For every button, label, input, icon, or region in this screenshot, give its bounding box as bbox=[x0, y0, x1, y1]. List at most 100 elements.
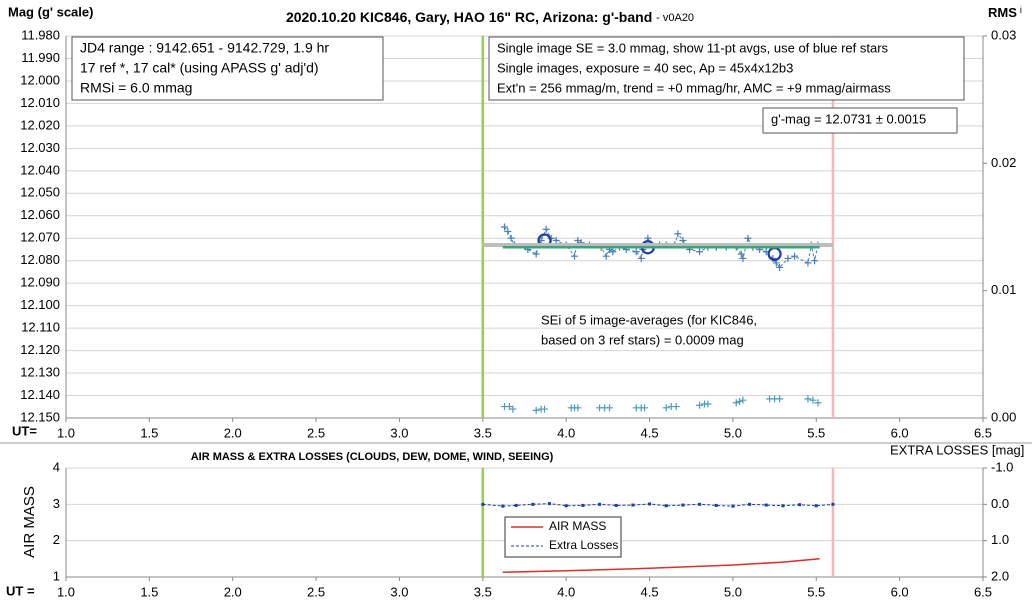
data-point bbox=[631, 503, 635, 507]
x-tick-label: 2.5 bbox=[307, 584, 325, 599]
legend-label: Extra Losses bbox=[549, 538, 618, 552]
data-point bbox=[696, 401, 704, 409]
y-tick-label: 12.030 bbox=[20, 140, 60, 155]
y-tick-label: 4 bbox=[53, 459, 60, 474]
data-point bbox=[744, 234, 752, 242]
data-point bbox=[532, 250, 540, 258]
x-tick-label: 3.0 bbox=[390, 584, 408, 599]
data-point bbox=[698, 502, 702, 506]
data-point bbox=[809, 396, 817, 404]
annotation-text: JD4 range : 9142.651 - 9142.729, 1.9 hr bbox=[80, 40, 329, 56]
data-point bbox=[531, 502, 535, 506]
y2-axis-label: RMS i bbox=[988, 5, 1022, 20]
data-point bbox=[804, 259, 812, 267]
x-tick-label: 2.0 bbox=[224, 584, 242, 599]
annotation-text: Single image SE = 3.0 mmag, show 11-pt a… bbox=[497, 40, 889, 55]
data-point bbox=[514, 503, 518, 507]
x-tick-label: 6.0 bbox=[891, 584, 909, 599]
y2-label-sub: i bbox=[1020, 5, 1022, 15]
annotation-text: g'-mag = 12.0731 ± 0.0015 bbox=[771, 111, 926, 126]
y-tick-label: 12.150 bbox=[20, 409, 60, 424]
data-point bbox=[552, 236, 560, 244]
data-point bbox=[614, 503, 618, 507]
chart-title: AIR MASS & EXTRA LOSSES (CLOUDS, DEW, DO… bbox=[191, 451, 554, 463]
y-tick-label: 12.120 bbox=[20, 342, 60, 357]
data-point bbox=[739, 254, 747, 262]
data-point bbox=[776, 395, 784, 403]
data-point bbox=[481, 502, 485, 506]
data-point bbox=[602, 252, 610, 260]
data-point bbox=[764, 503, 768, 507]
data-point bbox=[784, 254, 792, 262]
x-axis-label: UT = bbox=[6, 583, 35, 598]
annotation-box bbox=[488, 36, 965, 101]
annotation-text: Single images, exposure = 40 sec, Ap = 4… bbox=[497, 60, 793, 75]
y-tick-label: 12.020 bbox=[20, 117, 60, 132]
x-tick-label: 3.5 bbox=[474, 584, 492, 599]
y-axis-label: Mag (g' scale) bbox=[8, 4, 93, 19]
data-point bbox=[798, 503, 802, 507]
x-tick-label: 4.0 bbox=[557, 584, 575, 599]
data-point bbox=[672, 403, 680, 411]
y-tick-label: 12.080 bbox=[20, 252, 60, 267]
data-point bbox=[548, 502, 552, 506]
y-tick-label: 11.980 bbox=[21, 27, 60, 42]
annotation-box bbox=[762, 107, 958, 134]
data-point bbox=[739, 396, 747, 404]
data-point bbox=[736, 397, 744, 405]
y-tick-label: 12.000 bbox=[20, 72, 60, 87]
y2-label-text: RMS bbox=[988, 5, 1017, 20]
data-point bbox=[737, 250, 745, 258]
y2-tick-label: 0.02 bbox=[991, 155, 1016, 170]
data-point bbox=[831, 502, 835, 506]
x-tick-label: 6.5 bbox=[974, 584, 992, 599]
annotation-text: 17 ref *, 17 cal* (using APASS g' adj'd) bbox=[80, 60, 319, 76]
data-point bbox=[637, 254, 645, 262]
y2-tick-label: 0.01 bbox=[991, 282, 1016, 297]
x-tick-label: 6.0 bbox=[891, 425, 909, 440]
legend-label: AIR MASS bbox=[549, 519, 606, 533]
y2-tick-label: 0.03 bbox=[991, 27, 1016, 42]
y-tick-label: 12.010 bbox=[20, 95, 60, 110]
data-point bbox=[664, 504, 668, 508]
y-tick-label: 12.110 bbox=[21, 320, 60, 335]
data-point bbox=[696, 248, 704, 256]
y-tick-label: 12.090 bbox=[20, 275, 60, 290]
data-point bbox=[507, 234, 515, 242]
data-point bbox=[791, 252, 799, 260]
data-point bbox=[781, 504, 785, 508]
data-point bbox=[804, 395, 812, 403]
data-point bbox=[500, 223, 508, 231]
data-point bbox=[732, 399, 740, 407]
y2-tick-label: 0.0 bbox=[991, 496, 1009, 511]
x-tick-label: 3.5 bbox=[474, 425, 492, 440]
x-tick-label: 1.0 bbox=[57, 425, 75, 440]
y2-axis-label: EXTRA LOSSES [mag] bbox=[890, 442, 1024, 457]
data-point bbox=[564, 504, 568, 508]
data-point bbox=[632, 248, 640, 256]
x-tick-label: 4.5 bbox=[641, 425, 659, 440]
y-tick-label: 3 bbox=[53, 496, 60, 511]
data-point bbox=[648, 502, 652, 506]
y-tick-label: 12.100 bbox=[20, 297, 60, 312]
data-point bbox=[679, 236, 687, 244]
data-point bbox=[814, 399, 822, 407]
data-point bbox=[501, 504, 505, 508]
x-tick-label: 5.0 bbox=[724, 584, 742, 599]
y-tick-label: 2 bbox=[53, 532, 60, 547]
y-tick-label: 12.060 bbox=[20, 207, 60, 222]
x-tick-label: 5.0 bbox=[724, 425, 742, 440]
annotation-text: SEi of 5 image-averages (for KIC846, bbox=[541, 312, 757, 327]
x-tick-label: 4.0 bbox=[557, 425, 575, 440]
data-point bbox=[541, 405, 549, 413]
data-point bbox=[509, 405, 517, 413]
y-tick-label: 11.990 bbox=[21, 50, 60, 65]
annotation-box bbox=[71, 36, 384, 101]
x-tick-label: 5.5 bbox=[807, 425, 825, 440]
data-point bbox=[504, 227, 512, 235]
chart-title: 2020.10.20 KIC846, Gary, HAO 16" RC, Ari… bbox=[286, 9, 694, 25]
data-point bbox=[542, 225, 550, 233]
y2-tick-label: 0.00 bbox=[991, 409, 1016, 424]
